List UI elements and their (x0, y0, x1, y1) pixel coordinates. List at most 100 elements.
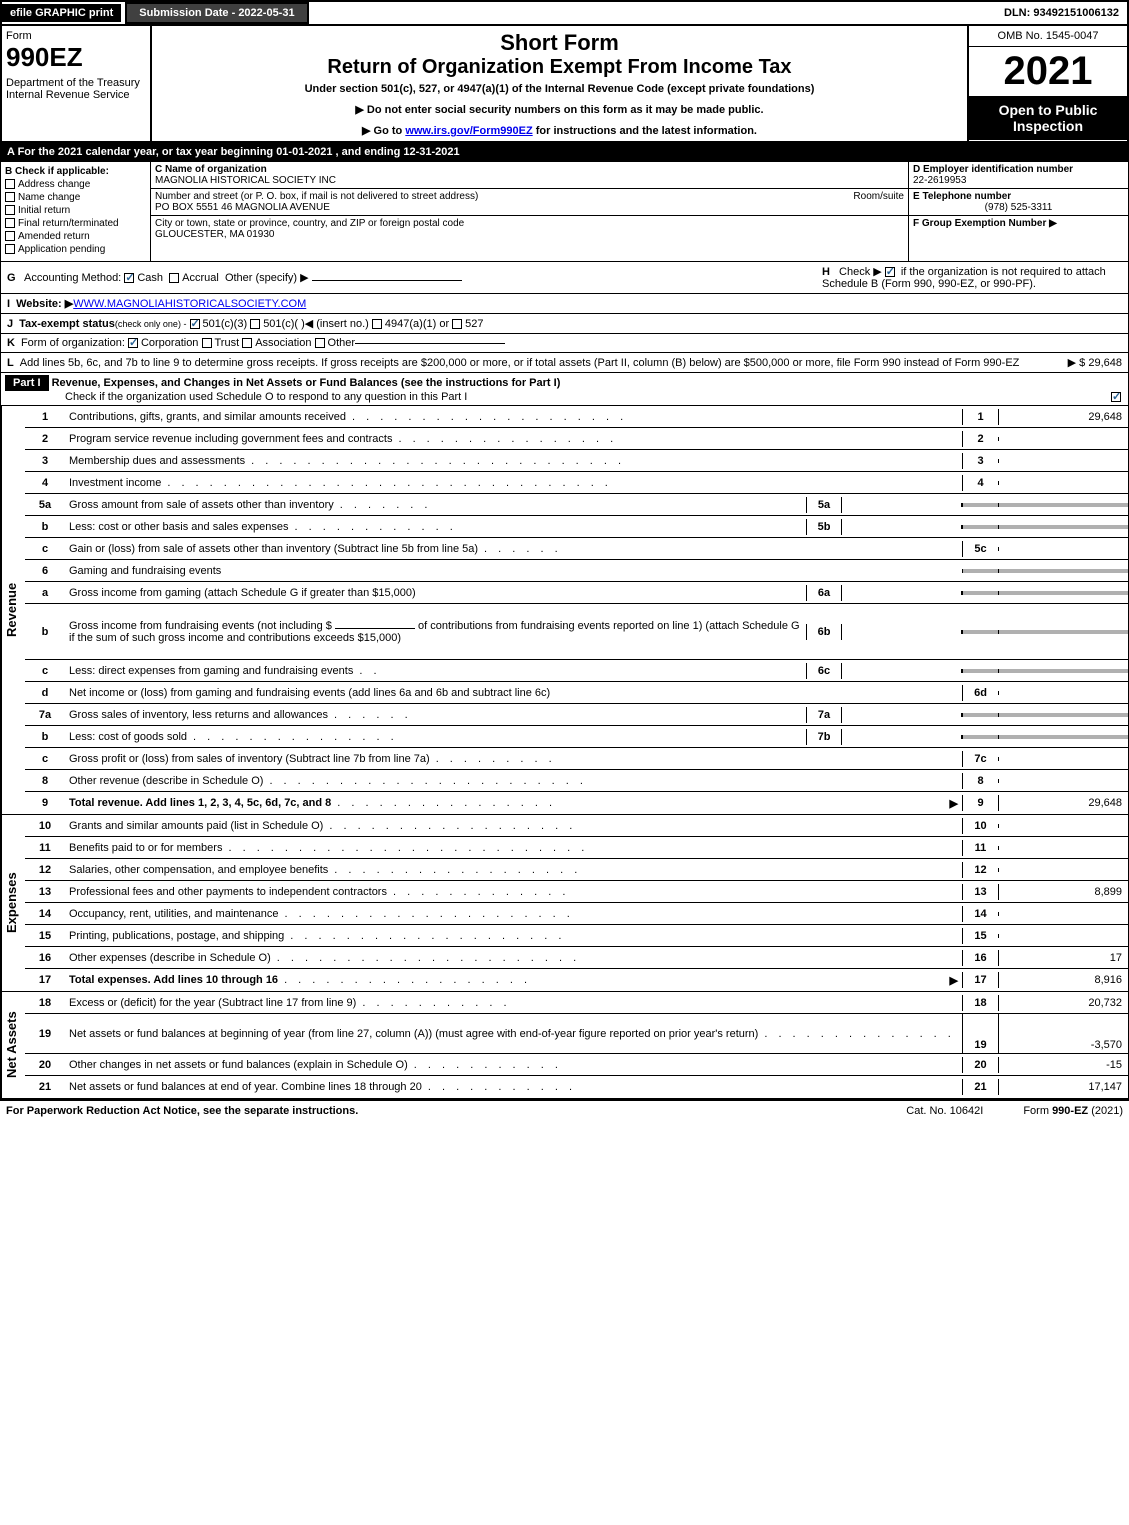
line-7a: 7aGross sales of inventory, less returns… (25, 704, 1128, 726)
dln: DLN: 93492151006132 (996, 4, 1127, 22)
val-5a (842, 503, 962, 507)
line-11: 11Benefits paid to or for members. . . .… (25, 837, 1128, 859)
other-specify-input[interactable] (312, 280, 462, 281)
inspection-label: Open to Public Inspection (969, 96, 1127, 140)
submission-date: Submission Date - 2022-05-31 (125, 2, 308, 24)
f-group: F Group Exemption Number ▶ (909, 216, 1128, 231)
line-4: 4Investment income. . . . . . . . . . . … (25, 472, 1128, 494)
city-label: City or town, state or province, country… (155, 218, 464, 229)
org-city: GLOUCESTER, MA 01930 (155, 229, 464, 240)
check-schedule-b[interactable] (885, 267, 895, 277)
short-form-title: Short Form (156, 30, 963, 56)
row-i: I Website: ▶ WWW.MAGNOLIAHISTORICALSOCIE… (0, 294, 1129, 314)
d-ein: D Employer identification number 22-2619… (909, 162, 1128, 189)
form-header: Form 990EZ Department of the Treasury In… (0, 26, 1129, 143)
c-name-row: C Name of organization MAGNOLIA HISTORIC… (151, 162, 908, 189)
line-17: 17Total expenses. Add lines 10 through 1… (25, 969, 1128, 991)
val-16: 17 (998, 950, 1128, 966)
c-addr-row: Number and street (or P. O. box, if mail… (151, 189, 908, 216)
col-c: C Name of organization MAGNOLIA HISTORIC… (151, 162, 908, 261)
line-21: 21Net assets or fund balances at end of … (25, 1076, 1128, 1098)
val-5c (998, 547, 1128, 551)
line-5a: 5aGross amount from sale of assets other… (25, 494, 1128, 516)
header-center: Short Form Return of Organization Exempt… (152, 26, 967, 141)
check-527[interactable] (452, 319, 462, 329)
e-phone: E Telephone number (978) 525-3311 (909, 189, 1128, 216)
expenses-section: Expenses 10Grants and similar amounts pa… (0, 815, 1129, 992)
val-6d (998, 691, 1128, 695)
irs-link[interactable]: www.irs.gov/Form990EZ (405, 125, 532, 137)
netassets-label: Net Assets (1, 992, 25, 1098)
revenue-label: Revenue (1, 406, 25, 814)
val-5b (842, 525, 962, 529)
check-other-org[interactable] (315, 338, 325, 348)
line-12: 12Salaries, other compensation, and empl… (25, 859, 1128, 881)
val-6c (842, 669, 962, 673)
line-7b: bLess: cost of goods sold. . . . . . . .… (25, 726, 1128, 748)
line-1: 1Contributions, gifts, grants, and simil… (25, 406, 1128, 428)
check-name-change[interactable]: Name change (5, 192, 146, 203)
line-6: 6Gaming and fundraising events (25, 560, 1128, 582)
footer: For Paperwork Reduction Act Notice, see … (0, 1099, 1129, 1121)
val-2 (998, 437, 1128, 441)
line-7c: cGross profit or (loss) from sales of in… (25, 748, 1128, 770)
section-bcd: B Check if applicable: Address change Na… (0, 161, 1129, 262)
val-3 (998, 459, 1128, 463)
b-heading: B Check if applicable: (5, 166, 146, 177)
other-org-input[interactable] (355, 343, 505, 344)
row-h: H Check ▶ if the organization is not req… (822, 265, 1122, 290)
efile-label[interactable]: efile GRAPHIC print (2, 4, 121, 22)
val-6a (842, 591, 962, 595)
val-20: -15 (998, 1057, 1128, 1073)
expenses-label: Expenses (1, 815, 25, 991)
form-title: Return of Organization Exempt From Incom… (156, 56, 963, 79)
check-initial-return[interactable]: Initial return (5, 205, 146, 216)
check-4947[interactable] (372, 319, 382, 329)
line-16: 16Other expenses (describe in Schedule O… (25, 947, 1128, 969)
check-application-pending[interactable]: Application pending (5, 244, 146, 255)
check-amended-return[interactable]: Amended return (5, 231, 146, 242)
col-b: B Check if applicable: Address change Na… (1, 162, 151, 261)
header-right: OMB No. 1545-0047 2021 Open to Public In… (967, 26, 1127, 141)
val-4 (998, 481, 1128, 485)
phone-value: (978) 525-3311 (913, 202, 1124, 213)
val-8 (998, 779, 1128, 783)
website-link[interactable]: WWW.MAGNOLIAHISTORICALSOCIETY.COM (73, 298, 306, 310)
check-cash[interactable] (124, 273, 134, 283)
check-501c3[interactable] (190, 319, 200, 329)
line-10: 10Grants and similar amounts paid (list … (25, 815, 1128, 837)
row-k: K Form of organization: Corporation Trus… (0, 334, 1129, 353)
footer-left: For Paperwork Reduction Act Notice, see … (6, 1105, 358, 1117)
val-7b (842, 735, 962, 739)
check-association[interactable] (242, 338, 252, 348)
c-name-label: C Name of organization (155, 164, 336, 175)
col-d: D Employer identification number 22-2619… (908, 162, 1128, 261)
val-10 (998, 824, 1128, 828)
tax-year: 2021 (969, 47, 1127, 96)
check-corporation[interactable] (128, 338, 138, 348)
line-15: 15Printing, publications, postage, and s… (25, 925, 1128, 947)
check-address-change[interactable]: Address change (5, 179, 146, 190)
val-21: 17,147 (998, 1079, 1128, 1095)
note-link: ▶ Go to www.irs.gov/Form990EZ for instru… (156, 124, 963, 137)
check-trust[interactable] (202, 338, 212, 348)
val-19: -3,570 (998, 1014, 1128, 1053)
footer-cat: Cat. No. 10642I (906, 1105, 983, 1117)
form-number: 990EZ (6, 42, 146, 73)
revenue-section: Revenue 1Contributions, gifts, grants, a… (0, 406, 1129, 815)
row-g-h: G Accounting Method: Cash Accrual Other … (0, 262, 1129, 294)
input-6b[interactable] (335, 628, 415, 629)
val-18: 20,732 (998, 995, 1128, 1011)
check-schedule-o[interactable] (1111, 392, 1121, 402)
check-accrual[interactable] (169, 273, 179, 283)
header-left: Form 990EZ Department of the Treasury In… (2, 26, 152, 141)
line-2: 2Program service revenue including gover… (25, 428, 1128, 450)
line-8: 8Other revenue (describe in Schedule O).… (25, 770, 1128, 792)
row-a: A For the 2021 calendar year, or tax yea… (0, 143, 1129, 161)
val-15 (998, 934, 1128, 938)
addr-label: Number and street (or P. O. box, if mail… (155, 191, 478, 202)
ein-value: 22-2619953 (913, 175, 1124, 186)
form-subtitle: Under section 501(c), 527, or 4947(a)(1)… (156, 83, 963, 95)
check-final-return[interactable]: Final return/terminated (5, 218, 146, 229)
check-501c[interactable] (250, 319, 260, 329)
